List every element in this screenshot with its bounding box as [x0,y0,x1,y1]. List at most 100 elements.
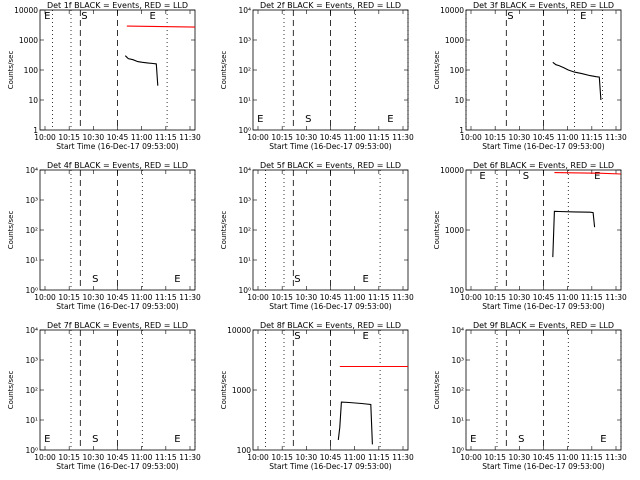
y-tick-label: 100 [450,286,465,295]
x-tick-label: 10:45 [320,293,342,302]
y-axis-label: Counts/sec [433,51,441,90]
y-axis-label: Counts/sec [220,211,228,250]
x-tick-label: 10:15 [271,453,293,462]
y-tick-label: 100 [237,446,252,455]
saa-label: S [81,11,87,22]
x-tick-label: 10:00 [34,293,56,302]
lld-series-line [554,172,622,175]
x-tick-label: 10:00 [247,293,269,302]
event-start-label: E [44,11,50,22]
event-end-label: E [363,331,369,342]
y-tick-label: 10000 [14,6,38,15]
panel-6: Det 6f BLACK = Events, RED = LLD 100 1000 1… [433,161,627,311]
panel-title: Det 5f BLACK = Events, RED = LLD [260,161,401,170]
saa-label: S [507,11,513,22]
saa-label: S [518,434,524,445]
x-tick-label: 11:15 [368,293,390,302]
x-tick-label: 10:30 [509,453,531,462]
panel-title: Det 3f BLACK = Events, RED = LLD [473,1,614,10]
y-tick-label: 10000 [227,326,251,335]
lld-series-line [126,25,196,28]
x-axis-label: Start Time (16-Dec-17 09:53:00) [482,142,604,151]
x-tick-label: 10:15 [58,293,80,302]
x-tick-label: 11:30 [179,133,201,142]
y-tick-label: 10² [238,66,251,75]
y-axis-label: Counts/sec [7,371,15,410]
x-tick-label: 10:30 [83,293,105,302]
x-tick-label: 11:00 [131,133,153,142]
x-tick-label: 10:15 [484,293,506,302]
y-tick-label: 10² [25,226,38,235]
y-tick-label: 10² [451,386,464,395]
x-tick-label: 10:00 [247,133,269,142]
x-tick-label: 11:00 [131,293,153,302]
y-tick-label: 1000 [232,386,251,395]
x-axis-label: Start Time (16-Dec-17 09:53:00) [482,462,604,471]
x-tick-label: 10:30 [296,293,318,302]
y-tick-label: 1000 [19,36,38,45]
x-tick-label: 11:30 [392,133,414,142]
x-tick-label: 11:15 [368,453,390,462]
y-tick-label: 10³ [25,196,38,205]
y-tick-label: 10⁴ [25,166,38,175]
x-tick-label: 10:15 [271,293,293,302]
y-tick-label: 10¹ [25,256,38,265]
x-tick-label: 11:00 [131,453,153,462]
y-tick-label: 10¹ [25,416,38,425]
y-tick-label: 10⁴ [238,166,251,175]
x-axis-label: Start Time (16-Dec-17 09:53:00) [269,462,391,471]
y-axis-label: Counts/sec [7,51,15,90]
events-series-line [337,401,373,445]
x-tick-label: 10:15 [484,133,506,142]
y-tick-label: 10¹ [238,256,251,265]
panel-9: Det 9f BLACK = Events, RED = LLD 10⁰ 10¹ 10… [433,321,627,471]
x-tick-label: 10:45 [107,293,129,302]
y-tick-label: 10000 [440,166,464,175]
saa-label: S [294,331,300,342]
x-tick-label: 11:30 [605,453,627,462]
x-tick-label: 11:00 [557,133,579,142]
y-axis-label: Counts/sec [433,211,441,250]
panel-7: Det 7f BLACK = Events, RED = LLD 10⁰ 10¹ 10… [7,321,201,471]
event-start-label: E [44,434,50,445]
event-start-label: E [479,171,485,182]
y-tick-label: 10³ [451,356,464,365]
x-tick-label: 10:45 [533,453,555,462]
x-tick-label: 11:00 [344,133,366,142]
x-axis-label: Start Time (16-Dec-17 09:53:00) [56,462,178,471]
x-tick-label: 10:00 [34,133,56,142]
events-series-line [124,55,159,86]
x-axis-label: Start Time (16-Dec-17 09:53:00) [56,142,178,151]
y-tick-label: 100 [450,66,465,75]
events-series-line [552,210,596,258]
y-tick-label: 1 [459,126,464,135]
x-tick-label: 10:45 [320,453,342,462]
y-tick-label: 10³ [238,196,251,205]
events-series-line [552,61,602,101]
y-tick-label: 10 [454,96,464,105]
y-tick-label: 10³ [25,356,38,365]
x-tick-label: 10:30 [83,453,105,462]
x-tick-label: 10:45 [107,453,129,462]
event-start-label: E [257,114,263,125]
x-axis-label: Start Time (16-Dec-17 09:53:00) [56,302,178,311]
y-tick-label: 10⁴ [25,326,38,335]
y-tick-label: 10³ [238,36,251,45]
x-tick-label: 10:45 [320,133,342,142]
y-axis-label: Counts/sec [7,211,15,250]
y-axis-label: Counts/sec [220,51,228,90]
x-tick-label: 10:30 [296,453,318,462]
x-tick-label: 10:30 [296,133,318,142]
x-tick-label: 11:15 [155,453,177,462]
x-axis-label: Start Time (16-Dec-17 09:53:00) [482,302,604,311]
panel-3: Det 3f BLACK = Events, RED = LLD 1 10 100 10… [433,1,627,151]
x-tick-label: 11:30 [392,453,414,462]
y-tick-label: 10² [238,226,251,235]
panel-title: Det 6f BLACK = Events, RED = LLD [473,161,614,170]
y-tick-label: 1000 [445,36,464,45]
y-tick-label: 10⁴ [451,326,464,335]
y-axis-label: Counts/sec [220,371,228,410]
x-tick-label: 10:00 [460,133,482,142]
panel-1: Det 1f BLACK = Events, RED = LLD 1 10 100 10… [7,1,201,151]
